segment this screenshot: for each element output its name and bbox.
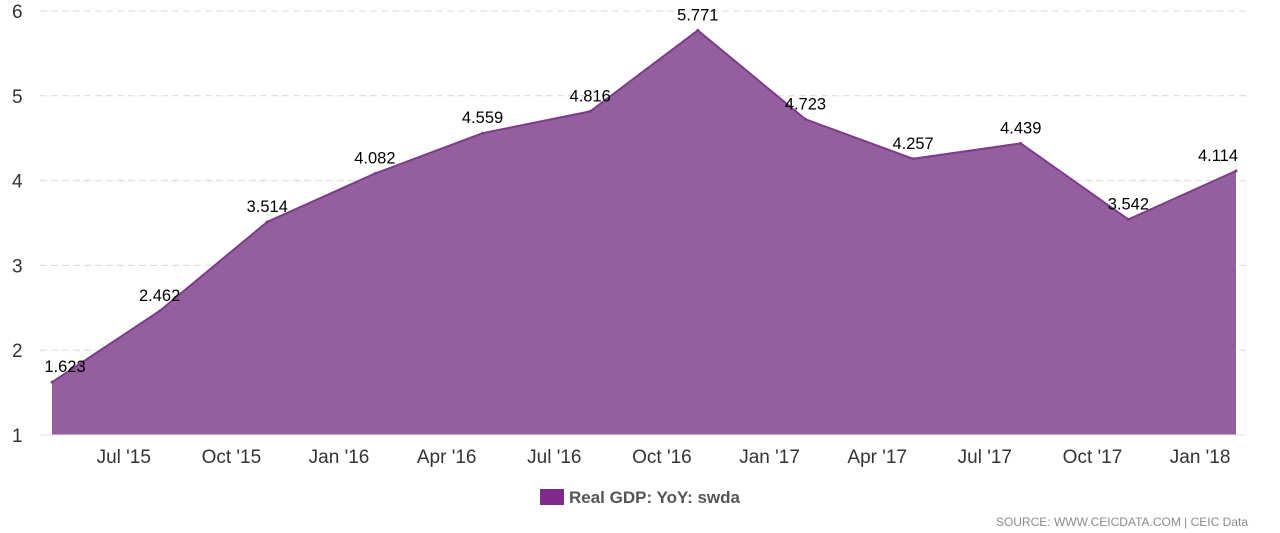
area-layer [40,28,1246,436]
data-label: 4.723 [785,95,826,113]
data-label: 3.542 [1108,195,1149,213]
x-tick-label: Jan '18 [1170,447,1231,468]
data-point[interactable] [1019,141,1023,145]
x-tick-label: Jul '15 [97,447,151,468]
legend-swatch [540,489,564,505]
data-labels: 1.623 2.462 3.514 4.082 4.559 4.816 5.771 4.723… [44,6,1238,376]
data-point[interactable] [1234,169,1238,173]
data-label: 4.439 [1000,119,1041,137]
data-label: 4.816 [570,87,611,105]
y-tick-label: 4 [12,172,23,193]
data-label: 2.462 [139,287,180,305]
x-tick-label: Apr '16 [417,447,477,468]
data-label: 4.082 [354,150,395,168]
data-label: 5.771 [677,6,718,24]
y-tick-label: 3 [12,256,23,277]
x-tick-label: Apr '17 [847,447,907,468]
data-label: 1.623 [44,358,85,376]
data-label: 3.514 [247,198,288,216]
gdp-area [52,30,1236,436]
data-point[interactable] [696,28,700,32]
data-point[interactable] [50,380,54,384]
y-axis: 1 2 3 4 5 6 [12,2,23,447]
legend-label: Real GDP: YoY: swda [569,488,740,507]
y-tick-label: 6 [12,2,23,23]
x-tick-label: Oct '16 [632,447,692,468]
x-tick-label: Oct '15 [202,447,262,468]
data-point[interactable] [1126,217,1130,221]
data-label: 4.114 [1198,147,1238,165]
x-tick-label: Jan '16 [309,447,370,468]
y-tick-label: 1 [12,426,23,447]
gdp-line [51,29,1237,384]
x-tick-label: Oct '17 [1063,447,1123,468]
data-point[interactable] [158,309,162,313]
x-tick-label: Jan '17 [739,447,800,468]
data-label: 4.559 [462,109,503,127]
data-point[interactable] [588,109,592,113]
data-point[interactable] [803,117,807,121]
data-point[interactable] [481,131,485,135]
data-label: 4.257 [892,135,933,153]
data-point[interactable] [265,220,269,224]
data-point[interactable] [373,172,377,176]
x-axis: Jul '15 Oct '15 Jan '16 Apr '16 Jul '16 Oct '… [97,447,1231,468]
y-tick-label: 5 [12,87,23,108]
data-point[interactable] [911,157,915,161]
x-tick-label: Jul '17 [958,447,1012,468]
source-note: SOURCE: WWW.CEICDATA.COM | CEIC Data [995,515,1248,529]
y-tick-label: 2 [12,341,23,362]
x-tick-label: Jul '16 [527,447,581,468]
legend[interactable]: Real GDP: YoY: swda [0,488,1280,508]
